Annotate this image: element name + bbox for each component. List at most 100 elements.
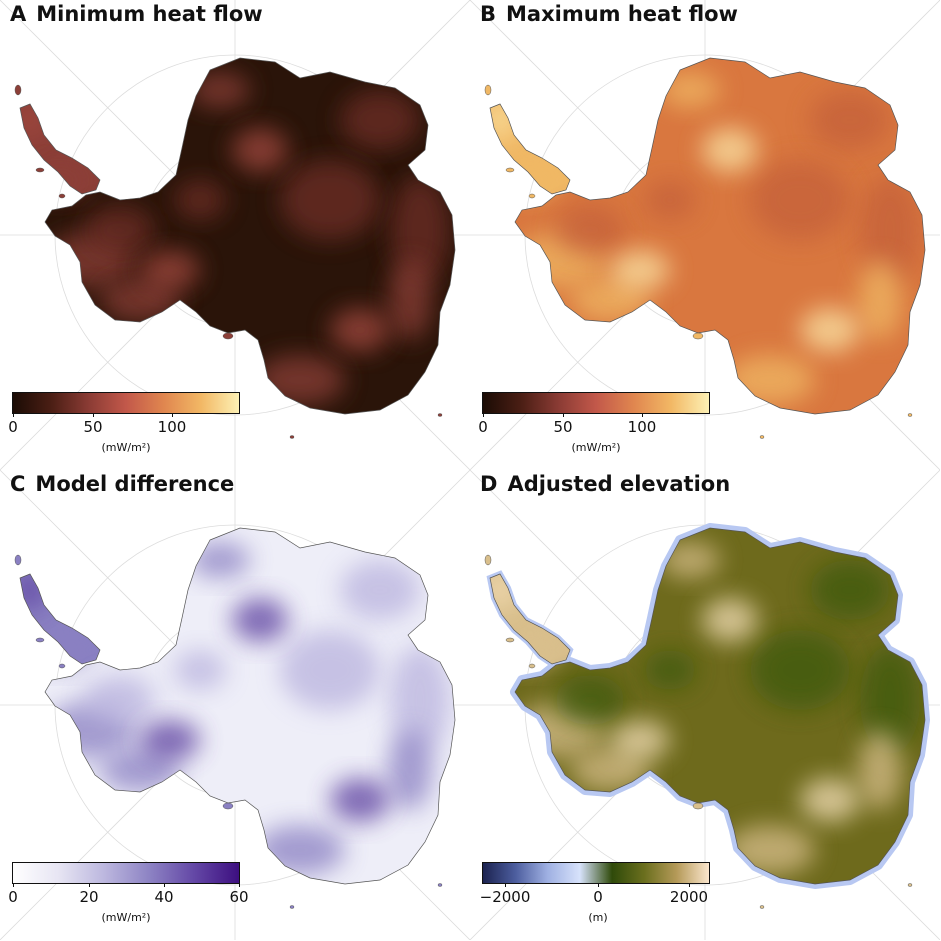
field-patch [20,570,45,610]
colorbar [482,392,710,414]
coastline [19,103,101,195]
colorbar-tick-label: 20 [79,888,99,906]
field-patch [100,278,180,322]
colorbar-tick-label: 100 [157,418,187,436]
colorbar-tick-label: 2000 [669,888,709,906]
colorbar-unit: (mW/m²) [101,911,151,924]
field-patch [702,598,758,642]
field-patch [232,128,288,172]
field-patch [750,160,850,240]
field-patch [570,278,650,322]
field-patch [858,260,902,340]
field-patch [255,825,345,875]
colorbar-unit: (m) [588,911,608,924]
colorbar-tick-mark [483,413,484,417]
field-patch [860,645,920,755]
field-patch [555,675,625,725]
field-patch [858,730,902,810]
colorbar-tick-mark [13,883,14,887]
field-patch [388,730,432,810]
colorbar [12,862,240,884]
field-patch [660,72,720,108]
field-patch [388,260,432,340]
coastline [514,57,926,415]
colorbar-tick-mark [89,883,90,887]
panel-maximum-heat-flow: B Maximum heat flow 0 50 100 (mW/m²) [470,0,940,470]
field-patch [800,308,860,352]
panel-letter: D [480,472,498,496]
field-texture [490,72,920,405]
field-patch [280,160,380,240]
colorbar-tick-label: 100 [627,418,657,436]
field-patch [390,645,450,755]
colorbar-tick-mark [239,883,240,887]
island [484,554,492,566]
field-patch [750,630,850,710]
colorbar-tick-mark [13,413,14,417]
antarctica-map [470,470,940,940]
colorbar-unit: (mW/m²) [101,441,151,454]
colorbar-tick-label: 50 [553,418,573,436]
panel-letter: C [10,472,26,496]
antarctica-map [0,0,470,470]
field-patch [280,630,380,710]
panel-title: C Model difference [10,472,234,496]
panel-title-text: Model difference [35,472,235,496]
island [907,413,913,417]
field-patch [255,355,345,405]
colorbar-tick-mark [172,413,173,417]
colorbar-tick-label: 0 [8,418,18,436]
field-patch [100,748,180,792]
colorbar-tick-mark [93,413,94,417]
island [692,802,704,810]
field-patch [610,720,670,760]
island [759,435,765,439]
island [289,905,295,909]
colorbar-tick-mark [505,883,506,887]
colorbar [12,392,240,414]
field-patch [340,560,420,620]
field-patch [390,175,450,285]
island [505,637,515,643]
field-patch [644,650,696,690]
field-patch [570,748,650,792]
island [58,663,66,669]
island [222,332,234,340]
island [759,905,765,909]
panel-minimum-heat-flow: A Minimum heat flow 0 50 100 (mW/m²) [0,0,470,470]
island [692,332,704,340]
coastline [489,103,571,195]
field-patch [800,778,860,822]
colorbar-tick-mark [563,413,564,417]
colorbar-tick-label: 60 [229,888,249,906]
colorbar-tick-label: −2000 [479,888,531,906]
island [437,883,443,887]
panel-letter: A [10,2,27,26]
island [484,84,492,96]
panel-title: A Minimum heat flow [10,2,263,26]
island [14,84,22,96]
panel-title: B Maximum heat flow [480,2,738,26]
coastline [44,57,456,415]
field-patch [174,180,226,220]
colorbar-tick-label: 50 [83,418,103,436]
field-patch [190,542,250,578]
panel-title: D Adjusted elevation [480,472,730,496]
field-patch [644,180,696,220]
colorbar-tick-label: 0 [593,888,603,906]
panel-title-text: Minimum heat flow [36,2,263,26]
island [505,167,515,173]
colorbar-tick-label: 0 [478,418,488,436]
coastline [19,573,101,665]
colorbar-tick-label: 40 [154,888,174,906]
coastline [489,573,571,665]
panel-adjusted-elevation: D Adjusted elevation −2000 0 2000 (m) [470,470,940,940]
island [437,413,443,417]
island [222,802,234,810]
island [58,193,66,199]
island [289,435,295,439]
island [528,663,536,669]
panel-title-text: Adjusted elevation [507,472,731,496]
field-patch [330,308,390,352]
field-patch [340,90,420,150]
